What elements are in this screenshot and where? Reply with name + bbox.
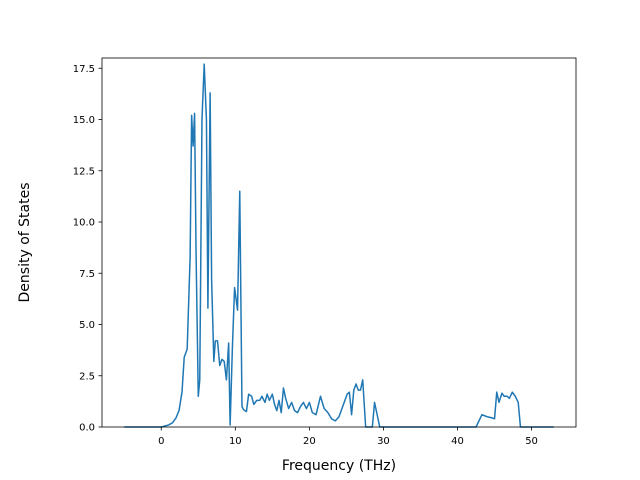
x-tick-label: 40 (451, 436, 464, 447)
y-tick-label: 2.5 (79, 371, 95, 382)
y-axis-ticks: 0.0 2.5 5.0 7.5 10.0 12.5 15.0 17.5 (73, 64, 102, 434)
x-tick-label: 20 (303, 436, 316, 447)
y-tick-label: 0.0 (79, 423, 95, 434)
x-tick-label: 50 (525, 436, 538, 447)
y-tick-label: 7.5 (79, 269, 95, 280)
y-tick-label: 5.0 (79, 320, 95, 331)
y-axis-label: Density of States (17, 183, 33, 303)
y-tick-label: 17.5 (73, 64, 95, 75)
y-tick-label: 10.0 (73, 218, 95, 229)
y-tick-label: 12.5 (73, 166, 95, 177)
y-tick-label: 15.0 (73, 115, 95, 126)
x-tick-label: 30 (377, 436, 390, 447)
axes-frame (101, 57, 577, 428)
x-tick-label: 10 (229, 436, 242, 447)
x-axis-label: Frequency (THz) (282, 458, 396, 474)
x-tick-label: 0 (158, 436, 164, 447)
x-axis-ticks: 0 10 20 30 40 50 (158, 427, 538, 447)
